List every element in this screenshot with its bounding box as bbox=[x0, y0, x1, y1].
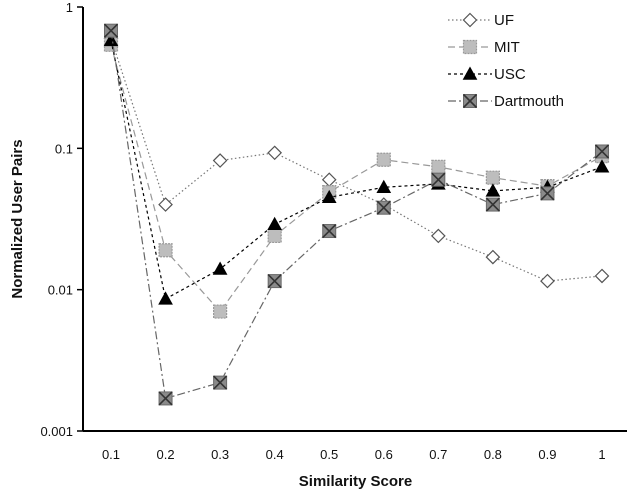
x-axis-title: Similarity Score bbox=[299, 473, 412, 490]
x-tick-label: 0.7 bbox=[429, 447, 447, 462]
data-point-mit bbox=[485, 170, 500, 185]
data-point-dartmouth bbox=[376, 200, 391, 215]
data-point-usc bbox=[485, 183, 501, 197]
legend-item-dartmouth: Dartmouth bbox=[448, 93, 564, 110]
legend-label-mit: MIT bbox=[494, 39, 520, 56]
data-point-dartmouth bbox=[485, 197, 500, 212]
data-point-usc bbox=[103, 32, 119, 47]
data-point-usc bbox=[212, 261, 228, 275]
data-point-dartmouth bbox=[158, 391, 173, 406]
legend: UF MIT USC Dartmouth bbox=[448, 12, 564, 110]
legend-label-uf: UF bbox=[494, 12, 514, 29]
x-tick-label: 0.3 bbox=[211, 447, 229, 462]
y-tick-label: 0.01 bbox=[48, 283, 73, 298]
series-line-mit bbox=[110, 44, 603, 313]
legend-marker-uf bbox=[462, 12, 478, 28]
data-point-uf bbox=[485, 249, 501, 265]
data-point-uf bbox=[540, 273, 555, 289]
data-point-uf bbox=[321, 172, 337, 188]
x-tick-label: 0.4 bbox=[266, 447, 284, 462]
legend-item-mit: MIT bbox=[448, 39, 520, 56]
data-point-mit bbox=[158, 243, 173, 258]
x-tick-label: 0.2 bbox=[157, 447, 175, 462]
series-uf bbox=[103, 31, 610, 289]
series-line-uf bbox=[110, 38, 603, 282]
y-axis-title: Normalized User Pairs bbox=[9, 139, 26, 298]
data-point-usc bbox=[267, 216, 283, 231]
legend-item-uf: UF bbox=[448, 12, 514, 29]
data-point-mit bbox=[376, 152, 391, 167]
data-point-uf bbox=[212, 153, 228, 168]
series-line-usc bbox=[110, 40, 603, 300]
legend-marker-usc bbox=[462, 66, 478, 80]
data-point-usc bbox=[321, 189, 337, 204]
data-point-mit bbox=[213, 304, 228, 319]
series-dartmouth bbox=[103, 23, 610, 406]
data-point-usc bbox=[376, 179, 392, 194]
data-point-dartmouth bbox=[322, 223, 337, 239]
data-point-uf bbox=[267, 145, 283, 161]
data-point-usc bbox=[158, 291, 173, 305]
data-point-dartmouth bbox=[431, 172, 446, 187]
series-mit bbox=[103, 37, 610, 319]
legend-marker-mit bbox=[462, 39, 478, 55]
data-point-dartmouth bbox=[213, 375, 228, 390]
x-tick-label: 0.6 bbox=[375, 447, 393, 462]
legend-item-usc: USC bbox=[448, 66, 526, 83]
x-tick-label: 1 bbox=[598, 447, 605, 462]
y-tick-label: 0.001 bbox=[40, 424, 73, 439]
x-tick-label: 0.9 bbox=[538, 447, 556, 462]
x-tick-label: 0.1 bbox=[102, 447, 120, 462]
data-point-uf bbox=[594, 268, 610, 284]
data-point-dartmouth bbox=[267, 274, 282, 289]
data-point-dartmouth bbox=[594, 144, 610, 159]
legend-label-dartmouth: Dartmouth bbox=[494, 93, 564, 110]
data-point-dartmouth bbox=[540, 186, 555, 201]
y-tick-label: 0.1 bbox=[55, 141, 73, 156]
data-point-uf bbox=[158, 197, 173, 212]
series-usc bbox=[103, 32, 610, 305]
y-tick-label: 1 bbox=[66, 0, 73, 15]
axes: 0.001 0.01 0.1 1 0.1 0.2 0.3 0.4 0.5 0.6 0.7 0.8 0.9… bbox=[40, 0, 627, 462]
x-tick-label: 0.8 bbox=[484, 447, 502, 462]
data-point-usc bbox=[594, 159, 610, 173]
legend-marker-dartmouth bbox=[462, 93, 478, 109]
data-point-uf bbox=[430, 228, 446, 244]
series-line-dartmouth bbox=[110, 30, 603, 400]
data-point-mit bbox=[267, 228, 282, 244]
data-point-dartmouth bbox=[103, 23, 119, 38]
x-tick-label: 0.5 bbox=[320, 447, 338, 462]
legend-label-usc: USC bbox=[494, 66, 526, 83]
series-layer bbox=[103, 23, 610, 406]
data-point-mit bbox=[431, 159, 446, 174]
